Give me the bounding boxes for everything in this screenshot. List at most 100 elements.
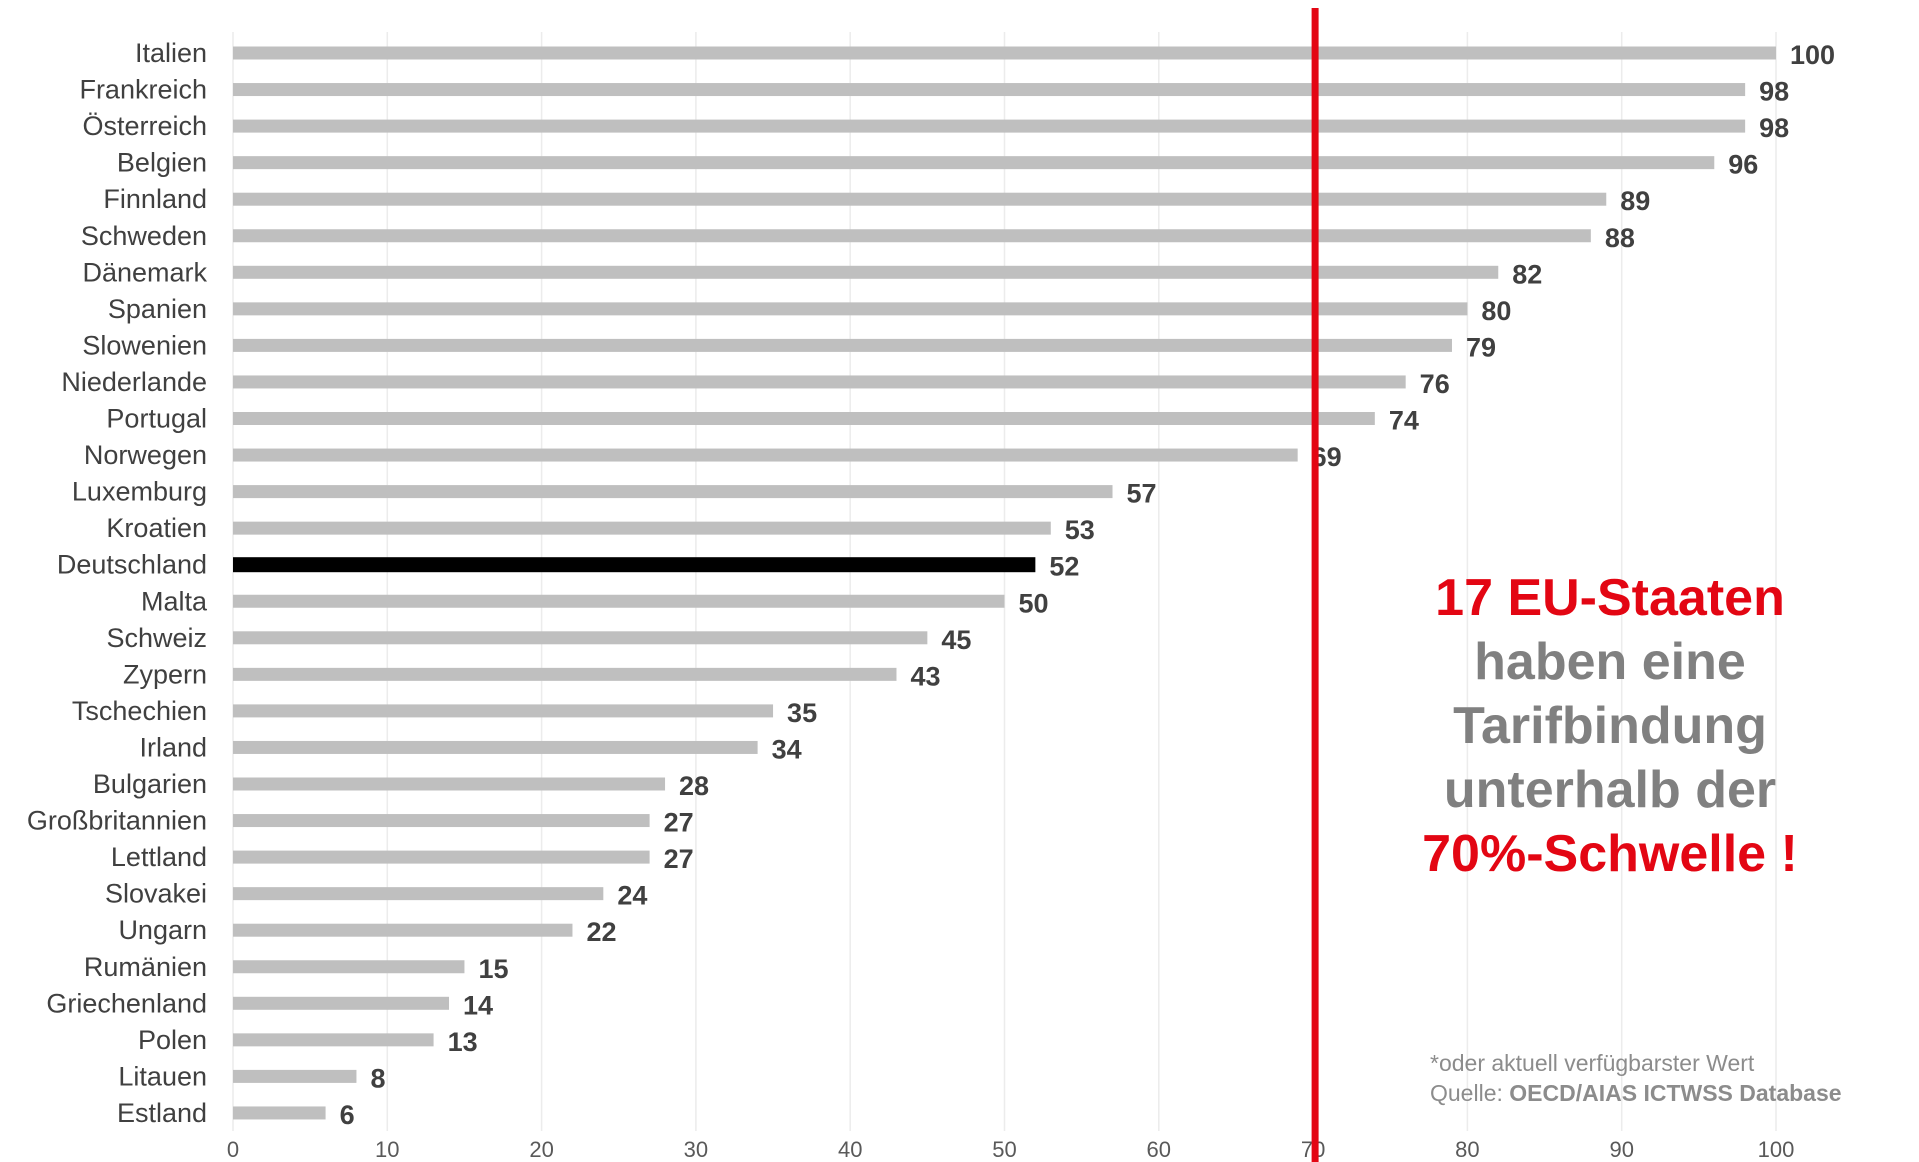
bar [233,521,1051,535]
bar [233,996,450,1010]
category-label: Spanien [108,294,207,324]
data-label: 100 [1790,40,1835,70]
data-label: 15 [478,954,508,984]
category-label: Finnland [103,184,207,214]
bar [233,887,604,901]
source-name: OECD/AIAS ICTWSS Database [1509,1080,1842,1106]
x-tick-label: 50 [992,1137,1016,1162]
category-label: Deutschland [57,550,207,580]
category-label: Großbritannien [27,806,207,836]
bar [233,631,928,645]
category-label: Lettland [111,842,207,872]
source-prefix: Quelle: [1430,1080,1510,1106]
category-label: Luxemburg [72,477,207,507]
data-label: 35 [787,698,817,728]
bar [233,850,650,864]
data-label: 96 [1728,150,1758,180]
bar [233,229,1591,243]
category-label: Belgien [117,148,207,178]
category-label: Tschechien [72,696,207,726]
bar [233,302,1468,316]
gridlines [232,32,1777,1131]
bars [233,46,1776,1120]
bar [233,156,1715,170]
x-tick-label: 60 [1147,1137,1171,1162]
x-tick-label: 0 [227,1137,239,1162]
bar [233,265,1499,279]
data-label: 82 [1512,259,1542,289]
category-label: Estland [117,1098,207,1128]
data-label: 24 [617,881,647,911]
bar [233,375,1406,389]
bar [233,704,774,718]
data-label: 74 [1389,406,1419,436]
bar [233,814,650,828]
source-note: *oder aktuell verfügbarster Wert Quelle:… [1430,1048,1842,1108]
data-label: 89 [1620,186,1650,216]
category-label: Malta [141,586,208,616]
bar [233,557,1036,573]
category-label: Bulgarien [93,769,207,799]
source-line: Quelle: OECD/AIAS ICTWSS Database [1430,1078,1842,1108]
x-tick-label: 80 [1455,1137,1479,1162]
category-label: Griechenland [46,988,207,1018]
x-tick-label: 40 [838,1137,862,1162]
category-label: Dänemark [82,257,207,287]
x-axis-ticks: 0102030405060708090100 [227,1137,1794,1162]
data-label: 14 [463,990,493,1020]
x-tick-label: 30 [684,1137,708,1162]
bar [233,960,465,974]
category-label: Norwegen [84,440,207,470]
bar [233,192,1607,206]
callout-line-2: haben eine [1474,633,1746,691]
category-label: Portugal [106,404,207,434]
bar [233,923,573,937]
data-label: 79 [1466,332,1496,362]
x-tick-label: 20 [529,1137,553,1162]
x-tick-label: 100 [1758,1137,1795,1162]
category-label: Irland [139,732,207,762]
callout-line-1: 17 EU-Staaten [1435,569,1785,627]
bar [233,46,1776,60]
bar [233,412,1375,425]
data-label: 27 [664,808,694,838]
category-label: Schweiz [106,623,207,653]
data-label: 50 [1019,588,1049,618]
source-footnote: *oder aktuell verfügbarster Wert [1430,1050,1755,1076]
value-labels: 1009898968988828079767469575352504543353… [340,40,1835,1130]
category-label: Litauen [118,1061,207,1091]
data-label: 88 [1605,223,1635,253]
bar [233,1069,357,1083]
callout-text: 17 EU-Staaten haben eine Tarifbindung un… [1340,566,1880,886]
category-label: Niederlande [61,367,207,397]
data-label: 13 [448,1027,478,1057]
x-tick-label: 10 [375,1137,399,1162]
data-label: 52 [1049,552,1079,582]
bar [233,667,897,681]
category-label: Polen [138,1025,207,1055]
bar [233,777,666,791]
bar [233,740,758,754]
category-label: Frankreich [79,75,207,105]
bar [233,83,1746,97]
data-label: 45 [941,625,971,655]
category-label: Zypern [123,659,207,689]
category-labels: Italien Frankreich Österreich Belgien Finnla… [27,38,208,1128]
data-label: 6 [340,1100,355,1130]
data-label: 76 [1420,369,1450,399]
data-label: 22 [586,917,616,947]
bar [233,338,1452,352]
bar [233,1106,326,1120]
data-label: 8 [370,1063,385,1093]
data-label: 43 [910,661,940,691]
data-label: 98 [1759,77,1789,107]
x-tick-label: 90 [1609,1137,1633,1162]
category-label: Slowenien [82,330,207,360]
data-label: 98 [1759,113,1789,143]
data-label: 80 [1481,296,1511,326]
category-label: Kroatien [106,513,207,543]
data-label: 53 [1065,515,1095,545]
callout-line-4: unterhalb der [1443,761,1777,819]
category-label: Slovakei [105,879,207,909]
bar [233,485,1113,499]
